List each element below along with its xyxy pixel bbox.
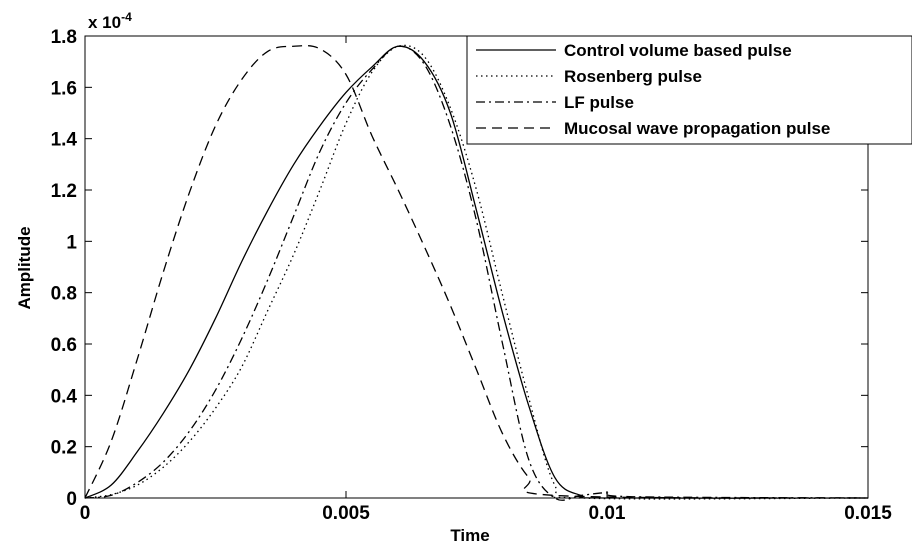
legend-label: LF pulse [564, 93, 634, 112]
series-lines [84, 44, 869, 501]
y-tick-label: 1.4 [51, 130, 78, 151]
legend-label: Control volume based pulse [564, 41, 792, 60]
legend-label: Mucosal wave propagation pulse [564, 119, 830, 138]
x-tick-label: 0.015 [844, 503, 892, 524]
series-line-4 [84, 44, 869, 499]
y-tick-label: 1.6 [51, 78, 77, 99]
legend-label: Rosenberg pulse [564, 67, 702, 86]
y-tick-labels: 0 0.2 0.4 0.6 0.8 1 1.2 1.4 1.6 1.8 [51, 27, 78, 510]
y-tick-label: 0.4 [51, 386, 78, 407]
x-axis-label: Time [450, 526, 489, 545]
x-tick-labels: 0 0.005 0.01 0.015 [80, 503, 892, 524]
y-tick-label: 0.8 [51, 284, 77, 305]
x-tick-label: 0.005 [322, 503, 370, 524]
legend: Control volume based pulse Rosenberg puls… [466, 35, 912, 145]
y-exponent-label: x 10-4 [88, 10, 132, 32]
y-tick-label: 0.6 [51, 335, 77, 356]
x-tick-label: 0.01 [589, 503, 626, 524]
y-tick-label: 0.2 [51, 438, 77, 459]
y-tick-label: 1 [66, 232, 77, 253]
x-tick-label: 0 [80, 503, 91, 524]
series-line-3 [84, 45, 869, 501]
legend-box [466, 35, 912, 145]
y-tick-label: 0 [66, 489, 77, 510]
y-axis-label: Amplitude [15, 226, 34, 309]
y-tick-label: 1.2 [51, 181, 77, 202]
y-tick-label: 1.8 [51, 27, 77, 48]
